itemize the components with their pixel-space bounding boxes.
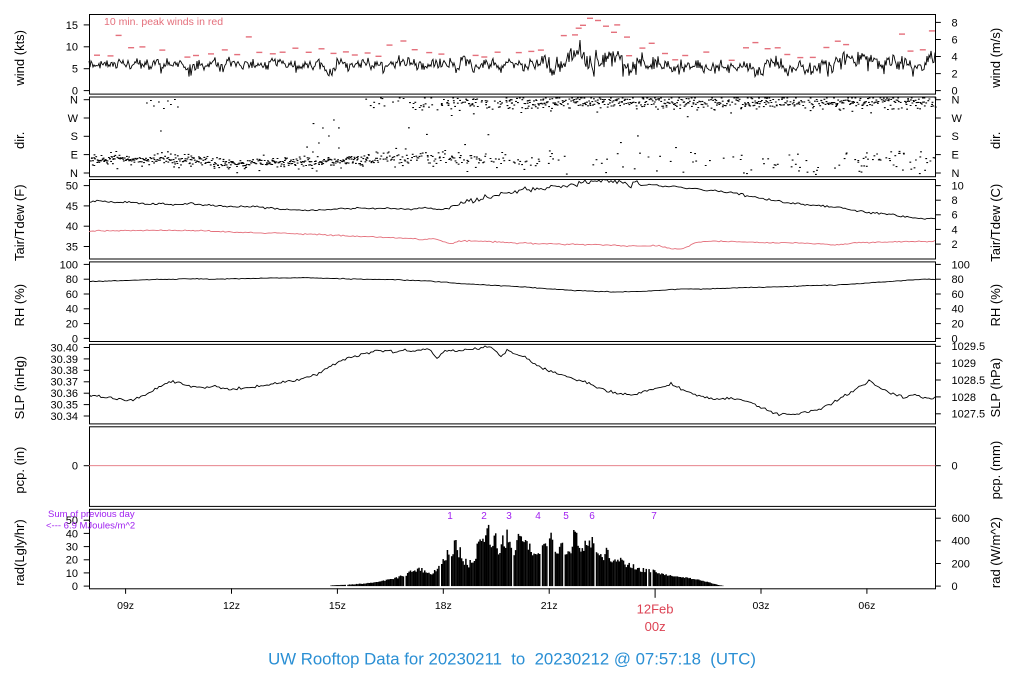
svg-text:S: S — [71, 131, 78, 143]
svg-text:0: 0 — [72, 333, 78, 345]
svg-text:4: 4 — [952, 224, 958, 236]
svg-text:60: 60 — [66, 289, 78, 301]
svg-text:S: S — [952, 131, 959, 143]
svg-text:20: 20 — [66, 319, 78, 331]
svg-text:4: 4 — [952, 51, 958, 63]
svg-text:1027.5: 1027.5 — [952, 409, 986, 421]
svg-text:wind (m/s): wind (m/s) — [988, 28, 1003, 89]
svg-text:dir.: dir. — [988, 132, 1003, 149]
svg-text:50: 50 — [66, 181, 78, 193]
svg-text:2: 2 — [952, 69, 958, 81]
svg-text:30.39: 30.39 — [50, 354, 78, 366]
svg-text:rad(Lgly/hr): rad(Lgly/hr) — [12, 519, 27, 585]
svg-text:0: 0 — [952, 581, 958, 593]
svg-text:N: N — [70, 95, 78, 107]
svg-text:40: 40 — [66, 528, 78, 540]
svg-text:0: 0 — [72, 581, 78, 593]
svg-text:SLP (inHg): SLP (inHg) — [12, 356, 27, 419]
svg-text:09z: 09z — [117, 600, 134, 612]
svg-text:30.36: 30.36 — [50, 388, 78, 400]
svg-text:30: 30 — [66, 542, 78, 554]
svg-text:10: 10 — [952, 181, 964, 193]
svg-text:pcp. (mm): pcp. (mm) — [988, 441, 1003, 500]
svg-text:200: 200 — [952, 558, 970, 570]
svg-text:12Feb: 12Feb — [637, 602, 674, 617]
svg-text:1029.5: 1029.5 — [952, 341, 986, 353]
svg-text:5: 5 — [72, 64, 78, 76]
svg-text:5: 5 — [563, 511, 569, 522]
svg-text:2: 2 — [952, 239, 958, 251]
svg-text:30.40: 30.40 — [50, 342, 78, 354]
svg-text:30.34: 30.34 — [50, 411, 78, 423]
svg-text:N: N — [952, 168, 960, 180]
svg-text:50: 50 — [66, 515, 78, 527]
svg-text:Tair/Tdew (C): Tair/Tdew (C) — [988, 184, 1003, 262]
svg-text:00z: 00z — [645, 619, 666, 634]
svg-text:0: 0 — [952, 86, 958, 98]
svg-text:40: 40 — [66, 221, 78, 233]
svg-text:45: 45 — [66, 201, 78, 213]
svg-text:03z: 03z — [753, 600, 770, 612]
svg-text:0: 0 — [72, 461, 78, 473]
svg-text:0: 0 — [72, 86, 78, 98]
svg-text:<--- 6.9 MJoules/m^2: <--- 6.9 MJoules/m^2 — [46, 521, 135, 532]
svg-text:21z: 21z — [541, 600, 558, 612]
svg-text:100: 100 — [952, 259, 970, 271]
svg-text:10: 10 — [66, 42, 78, 54]
svg-text:RH (%): RH (%) — [988, 284, 1003, 327]
svg-text:1028: 1028 — [952, 392, 976, 404]
svg-text:40: 40 — [66, 304, 78, 316]
svg-text:30.35: 30.35 — [50, 400, 78, 412]
svg-text:E: E — [71, 150, 78, 162]
svg-text:40: 40 — [952, 304, 964, 316]
svg-text:SLP (hPa): SLP (hPa) — [988, 358, 1003, 418]
svg-text:4: 4 — [535, 511, 541, 522]
svg-text:8: 8 — [952, 195, 958, 207]
svg-text:N: N — [952, 95, 960, 107]
svg-text:30.37: 30.37 — [50, 377, 78, 389]
svg-text:7: 7 — [651, 511, 657, 522]
svg-text:W: W — [952, 113, 963, 125]
svg-text:8: 8 — [952, 17, 958, 29]
svg-text:100: 100 — [60, 259, 78, 271]
svg-text:600: 600 — [952, 513, 970, 525]
svg-text:3: 3 — [506, 511, 512, 522]
svg-text:W: W — [68, 113, 79, 125]
svg-text:80: 80 — [66, 274, 78, 286]
svg-text:20: 20 — [66, 555, 78, 567]
svg-text:30.38: 30.38 — [50, 365, 78, 377]
svg-text:2: 2 — [481, 511, 487, 522]
svg-text:UW Rooftop Data for 20230211: UW Rooftop Data for 20230211 to 20230212… — [268, 650, 756, 669]
svg-text:1028.5: 1028.5 — [952, 375, 986, 387]
svg-text:wind (kts): wind (kts) — [12, 30, 27, 87]
svg-text:35: 35 — [66, 241, 78, 253]
svg-text:1: 1 — [447, 511, 453, 522]
svg-text:80: 80 — [952, 274, 964, 286]
svg-text:6: 6 — [952, 34, 958, 46]
svg-text:Tair/Tdew (F): Tair/Tdew (F) — [12, 184, 27, 261]
svg-text:15: 15 — [66, 20, 78, 32]
svg-text:20: 20 — [952, 319, 964, 331]
svg-text:1029: 1029 — [952, 358, 976, 370]
svg-text:60: 60 — [952, 289, 964, 301]
svg-text:6: 6 — [589, 511, 595, 522]
svg-text:rad (W/m^2): rad (W/m^2) — [988, 517, 1003, 588]
svg-text:Sum of previous day: Sum of previous day — [48, 509, 135, 520]
svg-text:6: 6 — [952, 210, 958, 222]
svg-text:10: 10 — [66, 568, 78, 580]
svg-text:0: 0 — [952, 333, 958, 345]
svg-text:400: 400 — [952, 536, 970, 548]
svg-text:06z: 06z — [858, 600, 875, 612]
svg-text:RH (%): RH (%) — [12, 284, 27, 327]
svg-text:pcp. (in): pcp. (in) — [12, 447, 27, 494]
svg-text:18z: 18z — [435, 600, 452, 612]
svg-text:dir.: dir. — [12, 132, 27, 149]
svg-text:15z: 15z — [329, 600, 346, 612]
svg-text:E: E — [952, 150, 959, 162]
svg-text:10 min. peak winds in red: 10 min. peak winds in red — [104, 16, 223, 28]
svg-text:12z: 12z — [223, 600, 240, 612]
svg-text:0: 0 — [952, 461, 958, 473]
svg-text:N: N — [70, 168, 78, 180]
